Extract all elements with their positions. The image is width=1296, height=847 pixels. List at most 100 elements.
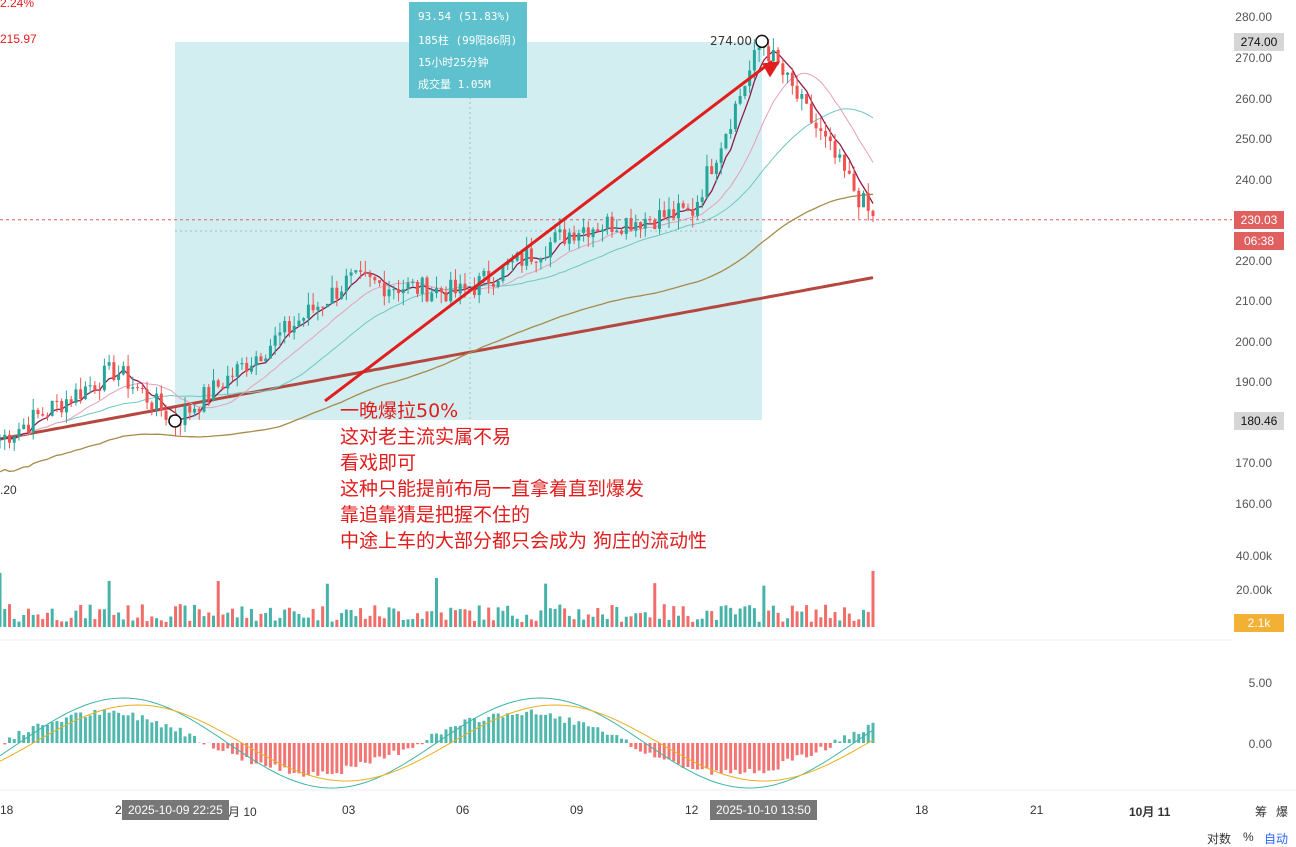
time-tick: 21 (1030, 803, 1043, 817)
macd-bar (17, 731, 20, 743)
volume-bar (568, 616, 571, 627)
volume-bar (131, 620, 134, 627)
volume-bar (98, 609, 101, 627)
volume-bar (634, 613, 637, 627)
volume-bar (824, 605, 827, 627)
volume-bar (677, 616, 680, 627)
time-tick: 10月 11 (1129, 803, 1170, 820)
volume-bar (74, 611, 77, 627)
measure-volume: 成交量 1.05M (418, 76, 491, 92)
volume-bar (454, 610, 457, 627)
price-tick: 200.00 (1235, 335, 1272, 349)
volume-bar (672, 606, 675, 627)
candle (824, 131, 827, 137)
volume-bar (815, 609, 818, 627)
volume-bar (297, 614, 300, 627)
macd-bar (705, 743, 708, 769)
volume-bar (796, 611, 799, 627)
volume-bar (364, 619, 367, 627)
fib-icon[interactable]: 筹 (1255, 803, 1267, 820)
macd-bar (810, 743, 813, 756)
macd-bar (758, 743, 761, 771)
volume-bar (146, 621, 149, 627)
candle (838, 154, 841, 157)
macd-bar (193, 736, 196, 743)
candle (316, 307, 319, 311)
macd-bar (767, 743, 770, 771)
volume-bar (558, 605, 561, 627)
candle (141, 388, 144, 389)
macd-bar (8, 737, 11, 743)
volume-bar (511, 616, 514, 627)
macd-bar (630, 743, 633, 747)
candle (454, 280, 457, 294)
candle (312, 305, 315, 311)
candle (473, 289, 476, 295)
candle (796, 86, 799, 99)
macd-bar (316, 743, 319, 776)
volume-bar (32, 615, 35, 627)
macd-bar (65, 717, 68, 743)
macd-bar (93, 710, 96, 743)
volume-bar (753, 608, 756, 627)
macd-bar (573, 725, 576, 743)
macd-bar (345, 743, 348, 766)
candle (350, 272, 353, 275)
candle (615, 231, 618, 232)
volume-bar (288, 608, 291, 627)
macd-bar (577, 721, 580, 743)
candle (667, 209, 670, 217)
candle (573, 232, 576, 240)
macd-bar (554, 719, 557, 743)
macd-bar (416, 743, 419, 744)
log-scale-button[interactable]: 对数 (1207, 830, 1231, 847)
candle (568, 232, 571, 243)
countdown-tag: 06:38 (1234, 232, 1284, 250)
time-tick: 06 (456, 803, 469, 817)
macd-bar (426, 740, 429, 743)
screenshot-icon[interactable]: 爆 (1276, 803, 1288, 820)
volume-bar (51, 609, 54, 627)
macd-bar (511, 715, 514, 743)
volume-bar (611, 605, 614, 627)
candle (103, 366, 106, 390)
candle (482, 271, 485, 276)
auto-scale-button[interactable]: 自动 (1264, 830, 1288, 847)
volume-bar (630, 616, 633, 627)
candle (691, 209, 694, 216)
macd-bar (781, 743, 784, 761)
candle (60, 401, 63, 412)
candle (592, 229, 595, 237)
candle (558, 229, 561, 232)
volume-bar (407, 619, 410, 627)
percent-scale-button[interactable]: % (1243, 830, 1254, 844)
volume-bar (724, 605, 727, 627)
volume-bar (27, 609, 30, 627)
candle (212, 380, 215, 400)
macd-bar (601, 732, 604, 743)
macd-bar (169, 727, 172, 743)
macd-bar (592, 727, 595, 743)
macd-bar (667, 743, 670, 759)
macd-bar (84, 717, 87, 743)
price-tick: 160.00 (1235, 497, 1272, 511)
candle (435, 288, 438, 293)
macd-bar (378, 743, 381, 757)
candle (46, 416, 49, 417)
volume-bar (165, 622, 168, 627)
volume-bar (345, 610, 348, 627)
macd-bar (834, 740, 837, 743)
annotation-text: 一晚爆拉50% 这对老主流实属不易 看戏即可 这种只能提前布局一直拿着直到爆发 … (340, 398, 707, 554)
macd-bar (354, 743, 357, 767)
macd-bar (611, 735, 614, 743)
volume-bar (781, 622, 784, 627)
volume-bar (350, 610, 353, 627)
macd-bar (634, 743, 637, 749)
macd-bar (117, 713, 120, 743)
candle (682, 203, 685, 208)
volume-bar (169, 617, 172, 627)
candle (98, 390, 101, 391)
volume-bar (482, 620, 485, 627)
macd-bar (625, 740, 628, 743)
low-price-tag: 180.46 (1234, 412, 1284, 430)
